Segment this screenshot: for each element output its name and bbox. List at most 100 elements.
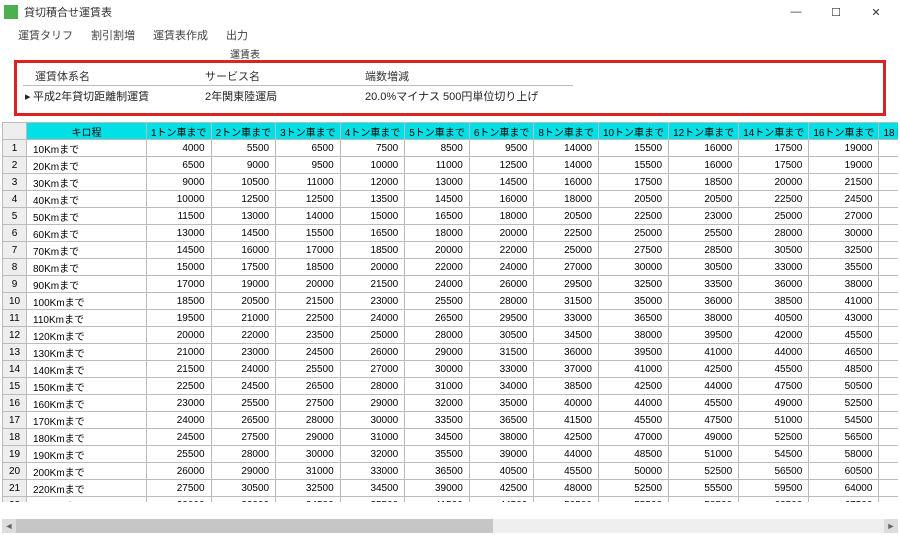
- fare-cell[interactable]: 55000: [879, 395, 898, 412]
- fare-cell[interactable]: 12000: [340, 174, 405, 191]
- fare-cell[interactable]: 45500: [669, 395, 739, 412]
- fare-cell[interactable]: 45500: [598, 412, 668, 429]
- fare-cell[interactable]: 38500: [739, 293, 809, 310]
- table-row[interactable]: 10100Kmまで1850020500215002300025500280003…: [3, 293, 899, 310]
- fare-cell[interactable]: 15000: [340, 208, 405, 225]
- fare-cell[interactable]: 39000: [405, 480, 470, 497]
- fare-cell[interactable]: 39500: [598, 344, 668, 361]
- fare-cell[interactable]: 8500: [405, 140, 470, 157]
- row-number[interactable]: 9: [3, 276, 27, 293]
- fare-cell[interactable]: 17500: [211, 259, 276, 276]
- table-row[interactable]: 17170Kmまで2400026500280003000033500365004…: [3, 412, 899, 429]
- fare-cell[interactable]: 52500: [669, 463, 739, 480]
- table-row[interactable]: 330Kmまで900010500110001200013000145001600…: [3, 174, 899, 191]
- fare-cell[interactable]: 28000: [405, 327, 470, 344]
- fare-cell[interactable]: 51000: [739, 412, 809, 429]
- fare-cell[interactable]: 40500: [739, 310, 809, 327]
- km-cell[interactable]: 120Kmまで: [27, 327, 147, 344]
- fare-cell[interactable]: 45500: [809, 327, 879, 344]
- horizontal-scrollbar[interactable]: ◄ ►: [2, 519, 898, 533]
- fare-cell[interactable]: 11500: [147, 208, 212, 225]
- fare-cell[interactable]: 36500: [405, 463, 470, 480]
- fare-cell[interactable]: 64000: [809, 480, 879, 497]
- fare-cell[interactable]: 29000: [340, 395, 405, 412]
- fare-cell[interactable]: 22500: [147, 378, 212, 395]
- fare-cell[interactable]: 38000: [809, 276, 879, 293]
- fare-cell[interactable]: 16500: [405, 208, 470, 225]
- fare-cell[interactable]: 33000: [340, 463, 405, 480]
- fare-cell[interactable]: 19000: [211, 276, 276, 293]
- fare-cell[interactable]: 30500: [469, 327, 534, 344]
- row-number[interactable]: 16: [3, 395, 27, 412]
- fare-cell[interactable]: 17500: [598, 174, 668, 191]
- row-number[interactable]: 19: [3, 446, 27, 463]
- fare-cell[interactable]: 50000: [598, 463, 668, 480]
- fare-cell[interactable]: 17000: [276, 242, 341, 259]
- fare-cell[interactable]: 32000: [211, 497, 276, 503]
- table-row[interactable]: 18180Kmまで2450027500290003100034500380004…: [3, 429, 899, 446]
- fare-cell[interactable]: 36500: [598, 310, 668, 327]
- properties-value-row[interactable]: ▸平成2年貸切距離制運賃 2年関東陸運局 20.0%マイナス 500円単位切り上…: [23, 87, 877, 105]
- fare-cell[interactable]: 6500: [276, 140, 341, 157]
- fare-cell[interactable]: 24000: [211, 361, 276, 378]
- fare-cell[interactable]: 15500: [598, 157, 668, 174]
- row-number[interactable]: 12: [3, 327, 27, 344]
- fare-cell[interactable]: 23000: [147, 395, 212, 412]
- fare-cell[interactable]: 18000: [534, 191, 599, 208]
- col-header[interactable]: 5トン車まで: [405, 123, 470, 140]
- fare-cell[interactable]: 33500: [405, 412, 470, 429]
- fare-cell[interactable]: 29000: [405, 344, 470, 361]
- fare-cell[interactable]: 27500: [276, 395, 341, 412]
- fare-cell[interactable]: 17500: [739, 140, 809, 157]
- fare-cell[interactable]: 33000: [469, 361, 534, 378]
- fare-cell[interactable]: 33500: [669, 276, 739, 293]
- fare-cell[interactable]: 28500: [669, 242, 739, 259]
- fare-cell[interactable]: 14500: [405, 191, 470, 208]
- fare-grid[interactable]: キロ程 1トン車まで2トン車まで3トン車まで4トン車まで5トン車まで6トン車まで…: [2, 122, 898, 502]
- col-header[interactable]: 2トン車まで: [211, 123, 276, 140]
- fare-cell[interactable]: 21500: [340, 276, 405, 293]
- km-cell[interactable]: 130Kmまで: [27, 344, 147, 361]
- km-cell[interactable]: 70Kmまで: [27, 242, 147, 259]
- fare-cell[interactable]: 29500: [879, 208, 898, 225]
- fare-cell[interactable]: 20000: [469, 225, 534, 242]
- fare-cell[interactable]: 47500: [669, 412, 739, 429]
- fare-cell[interactable]: 32500: [598, 276, 668, 293]
- scroll-track[interactable]: [16, 519, 884, 533]
- fare-cell[interactable]: 35500: [809, 259, 879, 276]
- fare-cell[interactable]: 50500: [809, 378, 879, 395]
- scroll-right-arrow[interactable]: ►: [884, 519, 898, 533]
- fare-cell[interactable]: 55500: [669, 480, 739, 497]
- fare-cell[interactable]: 59500: [739, 480, 809, 497]
- fare-cell[interactable]: 39500: [669, 327, 739, 344]
- fare-cell[interactable]: 29000: [276, 429, 341, 446]
- fare-cell[interactable]: 40500: [469, 463, 534, 480]
- fare-cell[interactable]: 12500: [276, 191, 341, 208]
- fare-cell[interactable]: 35500: [405, 446, 470, 463]
- fare-cell[interactable]: 29000: [211, 463, 276, 480]
- fare-cell[interactable]: 12500: [211, 191, 276, 208]
- row-number[interactable]: 15: [3, 378, 27, 395]
- km-cell[interactable]: 160Kmまで: [27, 395, 147, 412]
- row-number[interactable]: 10: [3, 293, 27, 310]
- menu-tariff[interactable]: 運賃タリフ: [18, 27, 73, 43]
- col-header[interactable]: 10トン車まで: [598, 123, 668, 140]
- fare-cell[interactable]: 10000: [340, 157, 405, 174]
- fare-cell[interactable]: 47500: [879, 327, 898, 344]
- fare-cell[interactable]: 43500: [879, 293, 898, 310]
- fare-cell[interactable]: 46500: [809, 344, 879, 361]
- fare-cell[interactable]: 41000: [598, 361, 668, 378]
- fare-cell[interactable]: 24000: [147, 412, 212, 429]
- fare-cell[interactable]: 19500: [147, 310, 212, 327]
- fare-cell[interactable]: 23000: [211, 344, 276, 361]
- fare-cell[interactable]: 14500: [211, 225, 276, 242]
- km-cell[interactable]: 90Kmまで: [27, 276, 147, 293]
- fare-cell[interactable]: 19000: [809, 140, 879, 157]
- fare-cell[interactable]: 56500: [809, 429, 879, 446]
- fare-cell[interactable]: 45500: [534, 463, 599, 480]
- col-header[interactable]: 4トン車まで: [340, 123, 405, 140]
- fare-cell[interactable]: 27500: [211, 429, 276, 446]
- fare-cell[interactable]: 30000: [276, 446, 341, 463]
- menu-output[interactable]: 出力: [226, 27, 248, 43]
- table-row[interactable]: 21220Kmまで2750030500325003450039000425004…: [3, 480, 899, 497]
